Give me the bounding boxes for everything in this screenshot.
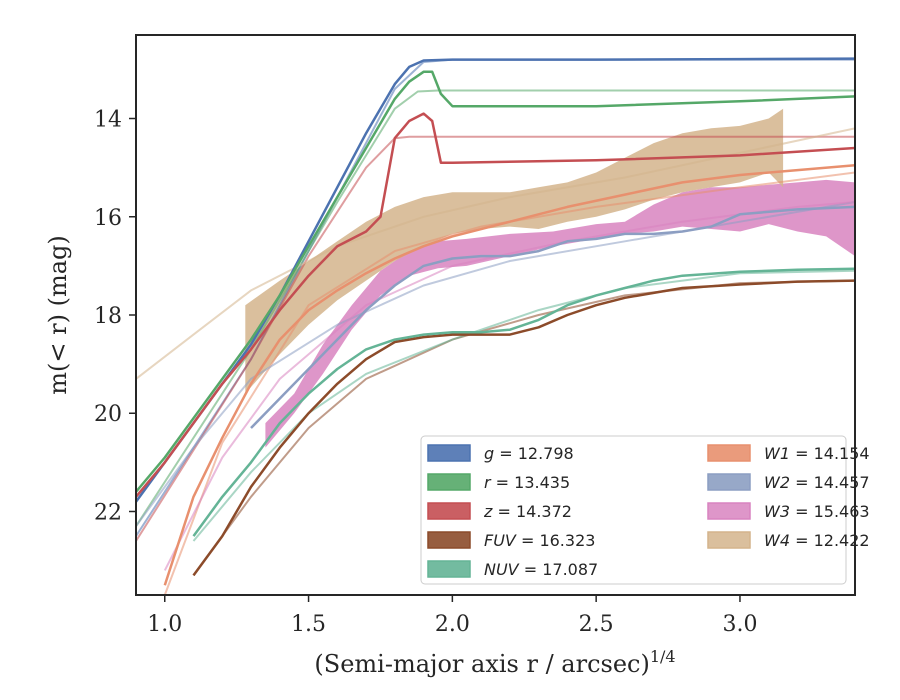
band-w4 [245, 108, 784, 394]
legend-swatch-r [427, 473, 471, 491]
legend-label-w4: W4 = 12.422 [764, 531, 870, 550]
y-tick-label: 14 [94, 108, 122, 133]
legend-label-nuv: NUV = 17.087 [484, 560, 598, 579]
y-tick-label: 16 [94, 206, 122, 231]
series-line-fuv [192, 279, 855, 577]
x-tick-label: 1.0 [147, 612, 182, 637]
legend-label-z: z = 14.372 [483, 502, 572, 521]
model-line-w1 [163, 171, 855, 595]
x-axis: 1.0 1.5 2.0 2.5 3.0 [147, 595, 757, 637]
x-tick-label: 3.0 [722, 612, 757, 637]
legend-label-w2: W2 = 14.457 [764, 473, 870, 492]
legend-label-fuv: FUV = 16.323 [484, 531, 595, 550]
legend-swatch-w1 [707, 444, 751, 462]
y-tick-label: 20 [94, 402, 122, 427]
y-axis: 14 16 18 20 22 [94, 108, 136, 525]
x-tick-label: 1.5 [291, 612, 326, 637]
series-line-w1 [163, 163, 855, 586]
legend-swatch-nuv [427, 560, 471, 578]
legend-label-g: g = 12.798 [484, 444, 574, 463]
legend-swatch-w4 [707, 531, 751, 549]
legend-swatch-w2 [707, 473, 751, 491]
legend: g = 12.798 r = 13.435 z = 14.372 FUV = 16.3… [420, 435, 870, 585]
legend-swatch-fuv [427, 531, 471, 549]
series-line-r [136, 70, 855, 493]
x-tick-label: 2.5 [579, 612, 614, 637]
model-line-nuv [192, 269, 855, 542]
legend-label-w1: W1 = 14.154 [764, 444, 870, 463]
legend-label-r: r = 13.435 [484, 473, 570, 492]
legend-label-w3: W3 = 15.463 [764, 502, 870, 521]
x-axis-label: (Semi-major axis r / arcsec)1/4 [314, 647, 675, 678]
series-layer [136, 57, 855, 586]
y-axis-label: m(< r) (mag) [44, 235, 72, 394]
x-tick-label: 2.0 [435, 612, 470, 637]
y-tick-label: 18 [94, 304, 122, 329]
legend-swatch-z [427, 502, 471, 520]
x-axis-label-exponent: 1/4 [650, 647, 676, 666]
y-tick-label: 22 [94, 500, 122, 525]
series-line-nuv [192, 267, 855, 537]
series-line-w2 [250, 205, 855, 429]
model-line-w4 [136, 127, 855, 380]
series-line-z [136, 112, 855, 498]
model-line-z [136, 135, 855, 542]
legend-swatch-g [427, 444, 471, 462]
legend-swatch-w3 [707, 502, 751, 520]
